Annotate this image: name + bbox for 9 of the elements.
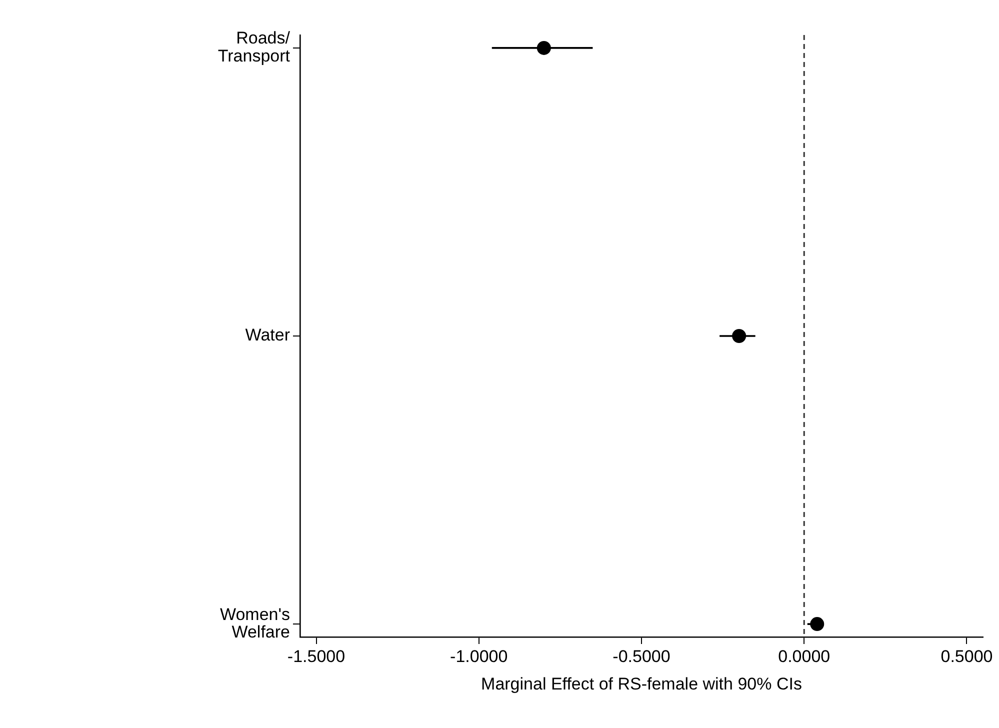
x-axis-title: Marginal Effect of RS-female with 90% CIs xyxy=(481,674,802,694)
x-tick-label: -1.5000 xyxy=(287,646,346,666)
x-tick-label: -0.5000 xyxy=(612,646,670,666)
y-tick-label: Water xyxy=(245,326,290,345)
y-tick-label: Roads/Transport xyxy=(218,28,290,66)
y-tick-label: Women's Welfare xyxy=(220,604,290,642)
x-tick-label: -1.0000 xyxy=(450,646,508,666)
x-tick-label: 0.0000 xyxy=(778,646,830,666)
x-tick-label: 0.5000 xyxy=(940,646,993,666)
